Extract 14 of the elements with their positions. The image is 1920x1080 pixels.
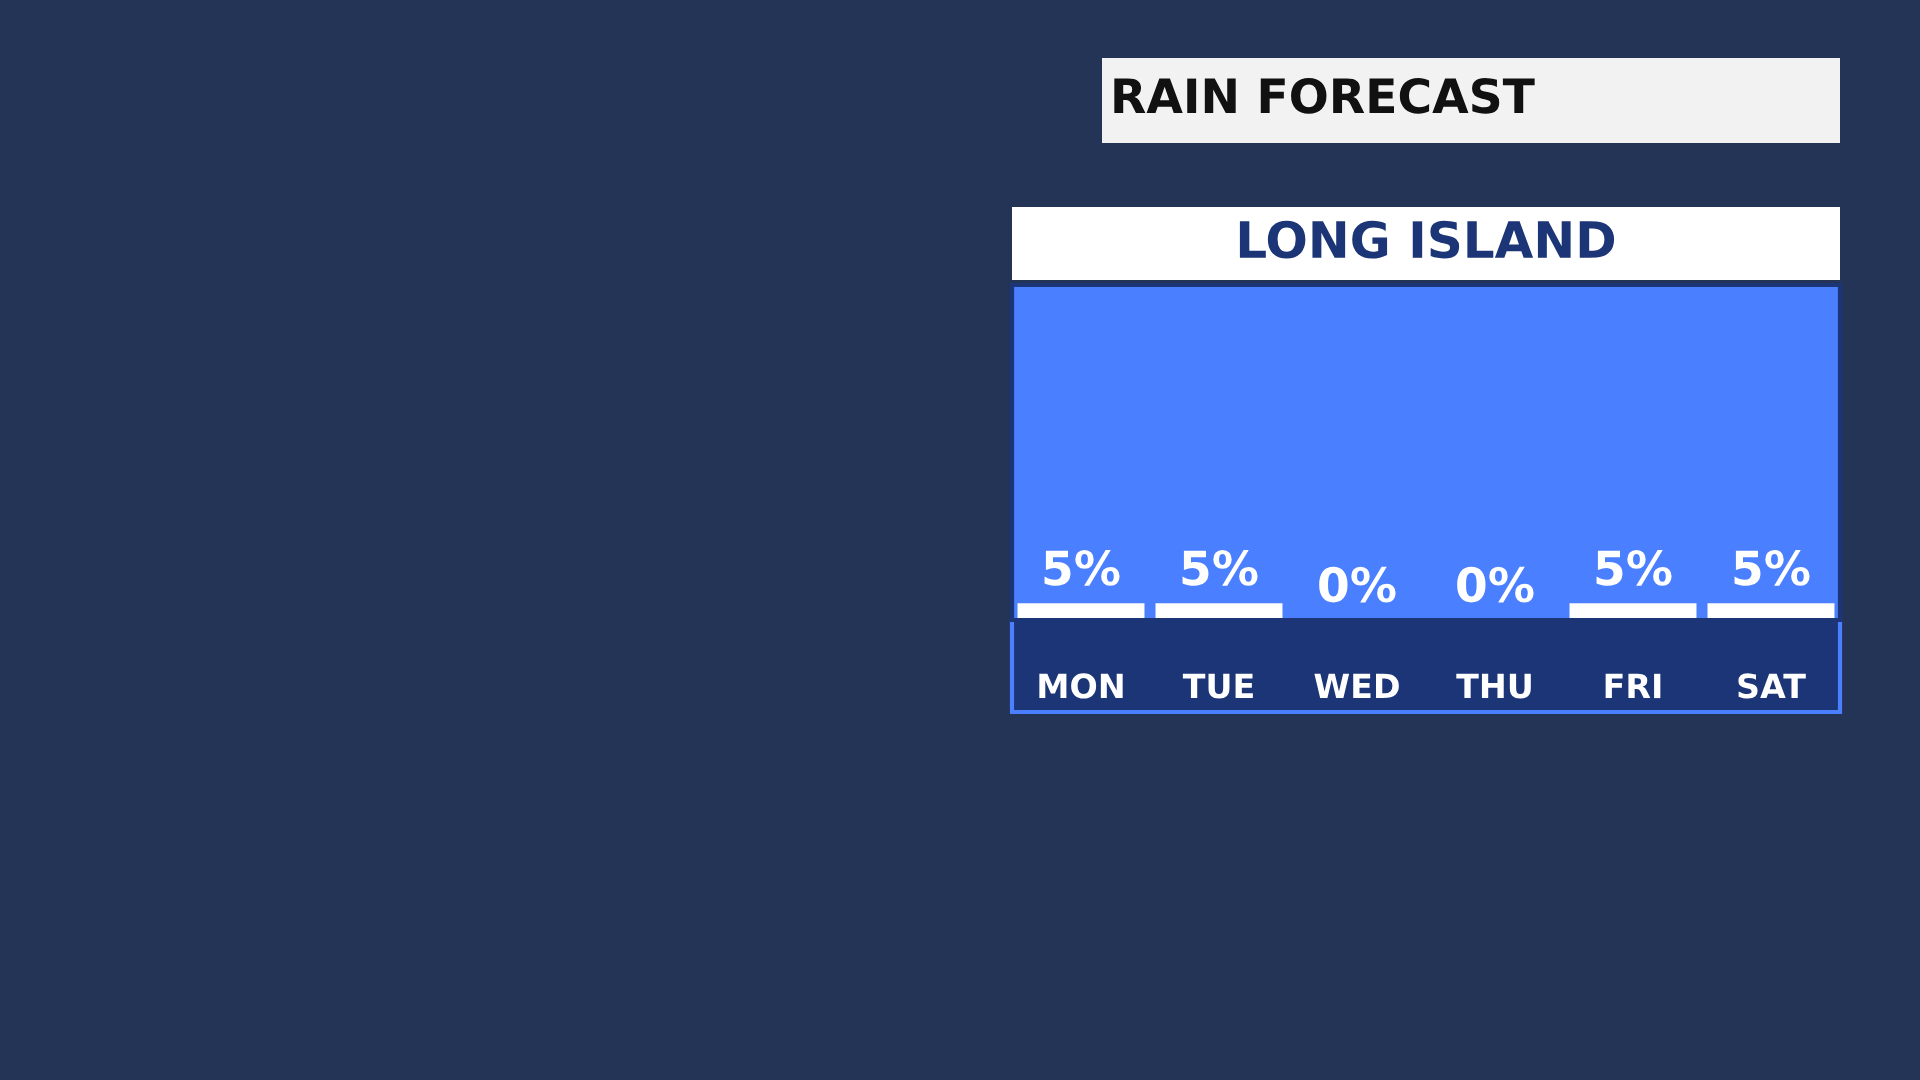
data-label: 5%: [1044, 550, 1120, 586]
chart-subtitle: LONG ISLAND: [1239, 220, 1615, 259]
data-label: 5%: [1734, 550, 1810, 586]
x-tick-label: THU: [1456, 673, 1531, 699]
x-tick-label: MON: [1039, 673, 1123, 699]
data-label: 5%: [1596, 550, 1672, 586]
x-tick-label: TUE: [1182, 673, 1253, 699]
data-label: 0%: [1319, 566, 1396, 603]
x-tick-label: FRI: [1605, 673, 1661, 699]
chart-title: RAIN FORECAST: [1114, 77, 1535, 114]
x-tick-label: SAT: [1738, 673, 1806, 699]
data-label: 5%: [1182, 550, 1258, 586]
data-label: 0%: [1457, 566, 1534, 603]
x-tick-label: WED: [1314, 673, 1399, 699]
